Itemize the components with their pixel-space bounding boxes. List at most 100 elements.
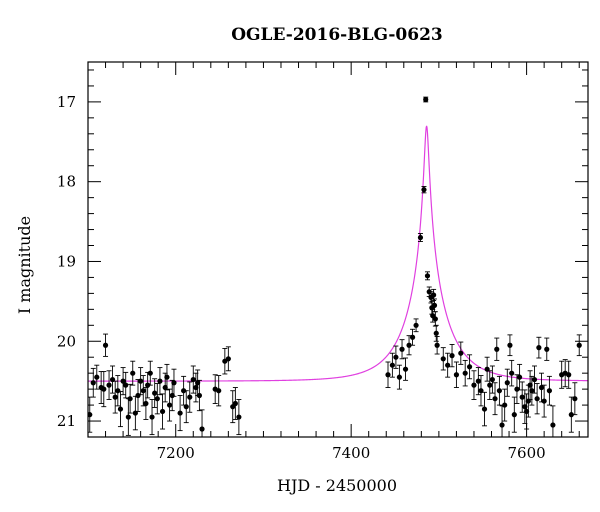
data-point [102, 333, 109, 357]
data-marker [413, 322, 419, 328]
data-marker [196, 392, 203, 399]
data-marker [90, 380, 96, 386]
y-tick-label: 20 [57, 332, 76, 350]
data-marker [458, 350, 464, 356]
data-marker [424, 273, 431, 279]
data-point [123, 371, 129, 399]
data-marker [216, 388, 222, 394]
data-marker [154, 396, 160, 402]
data-marker [94, 374, 100, 380]
data-point [396, 364, 403, 390]
data-point [431, 298, 438, 313]
data-point [164, 363, 170, 391]
data-marker [406, 342, 412, 348]
data-point [159, 393, 166, 430]
data-marker [421, 187, 427, 193]
data-point [143, 387, 149, 420]
data-marker [171, 380, 177, 386]
data-point [190, 365, 196, 394]
data-point [462, 359, 468, 387]
data-marker [434, 342, 440, 348]
data-point [177, 395, 183, 432]
data-marker [138, 378, 144, 384]
data-marker [199, 426, 205, 432]
data-marker [135, 392, 141, 399]
model-curve [88, 125, 588, 382]
data-marker [507, 342, 513, 348]
data-marker [125, 414, 131, 420]
y-tick-label: 19 [57, 252, 76, 270]
data-point [522, 389, 528, 424]
data-point [487, 370, 493, 400]
data-marker [187, 394, 193, 400]
data-point [453, 361, 460, 388]
data-point [445, 352, 451, 378]
data-marker [550, 422, 556, 428]
data-marker [190, 376, 196, 383]
data-point [484, 356, 490, 382]
data-marker [145, 382, 151, 388]
data-marker [123, 382, 129, 388]
data-marker [481, 406, 488, 412]
data-point [152, 378, 158, 408]
data-point [98, 371, 104, 404]
data-point [193, 372, 199, 403]
data-point [183, 390, 189, 424]
data-marker [546, 388, 553, 394]
data-point [496, 375, 503, 406]
data-marker [544, 346, 550, 352]
data-point [534, 383, 540, 415]
data-point [130, 360, 136, 386]
data-marker [130, 370, 136, 376]
data-marker [236, 414, 242, 420]
data-point [507, 334, 513, 357]
data-marker [225, 356, 231, 362]
y-tick-label: 17 [57, 93, 76, 111]
data-point [120, 367, 126, 396]
data-marker [440, 356, 446, 362]
data-marker [489, 376, 495, 383]
data-point [166, 388, 173, 422]
data-marker [393, 354, 399, 360]
data-marker [115, 388, 121, 394]
data-point [230, 390, 236, 424]
data-point [531, 365, 538, 394]
data-marker [432, 316, 438, 322]
data-marker [538, 384, 545, 391]
data-marker [143, 400, 149, 407]
data-marker [504, 380, 510, 386]
data-point [212, 374, 218, 404]
data-point [222, 347, 228, 375]
data-marker [183, 404, 189, 410]
data-marker [433, 330, 439, 336]
data-point [475, 367, 481, 396]
data-marker [106, 382, 112, 388]
data-marker [162, 384, 168, 391]
x-tick-label: 7600 [508, 444, 546, 462]
data-point [421, 186, 427, 194]
data-marker [417, 234, 424, 241]
data-marker [541, 398, 547, 404]
data-point [94, 364, 100, 390]
data-marker [496, 388, 503, 394]
data-point [393, 345, 399, 369]
data-point [385, 361, 391, 388]
data-marker [466, 364, 473, 370]
data-marker [502, 402, 508, 408]
data-point [492, 382, 498, 416]
data-point [232, 387, 238, 420]
data-marker [487, 382, 493, 388]
data-point [147, 360, 153, 386]
data-point [546, 375, 553, 406]
data-point [417, 233, 424, 242]
data-marker [499, 422, 505, 428]
data-point [196, 379, 203, 412]
x-tick-label: 7400 [332, 444, 370, 462]
data-point [527, 370, 533, 400]
data-marker [159, 408, 166, 415]
data-point [471, 370, 477, 400]
data-marker [519, 394, 525, 400]
data-point [458, 341, 464, 365]
data-marker [511, 412, 517, 418]
data-marker [164, 374, 170, 380]
